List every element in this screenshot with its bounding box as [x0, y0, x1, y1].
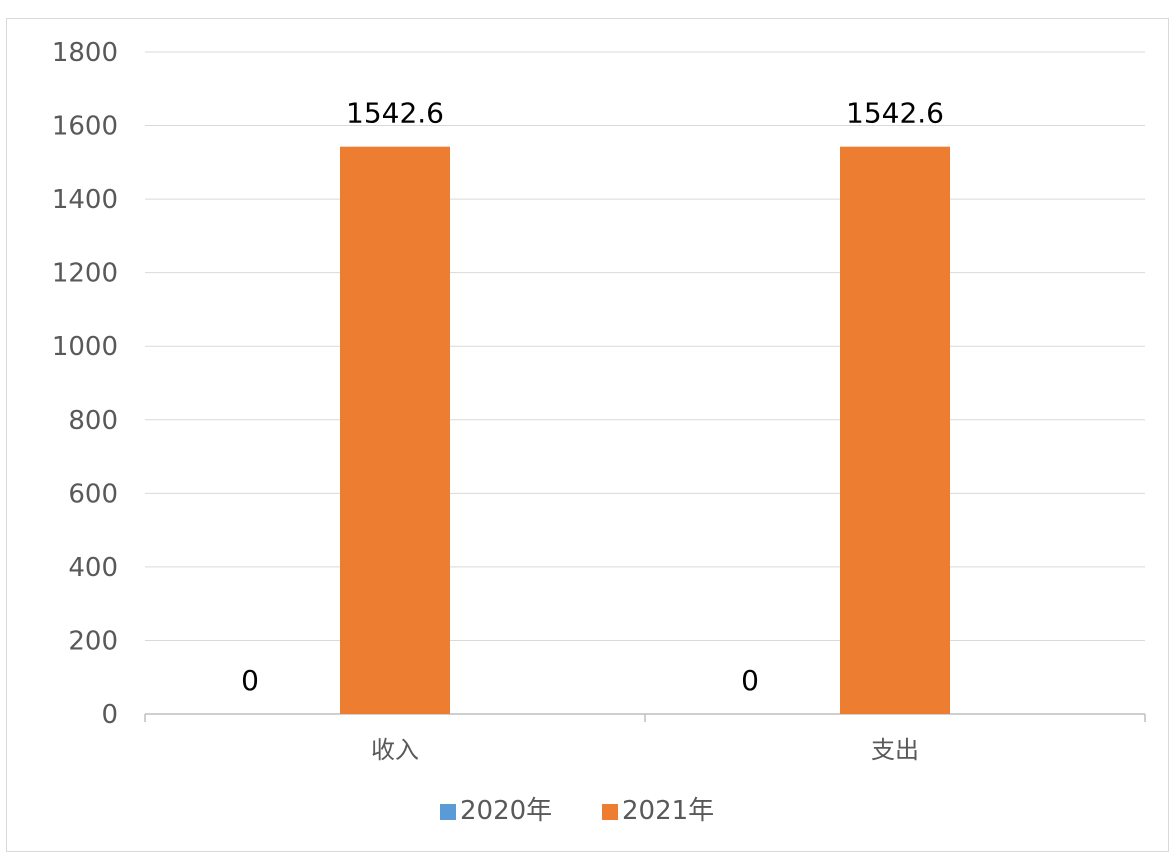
bar	[340, 146, 450, 714]
legend-swatch	[440, 804, 456, 820]
y-tick-label: 200	[68, 626, 118, 656]
y-tick-label: 1000	[52, 332, 118, 362]
y-tick-label: 0	[101, 700, 118, 730]
category-label: 支出	[871, 736, 919, 764]
data-label: 1542.6	[846, 97, 944, 130]
y-tick-label: 400	[68, 553, 118, 583]
chart-frame	[6, 18, 1169, 852]
y-tick-label: 1800	[52, 38, 118, 68]
data-label: 0	[241, 664, 259, 697]
category-label: 收入	[371, 736, 419, 764]
y-tick-label: 1600	[52, 112, 118, 142]
legend-swatch	[602, 804, 618, 820]
y-tick-label: 1400	[52, 185, 118, 215]
y-tick-label: 600	[68, 479, 118, 509]
y-tick-label: 800	[68, 406, 118, 436]
y-tick-label: 1200	[52, 259, 118, 289]
legend-label: 2021年	[622, 796, 714, 826]
data-label: 0	[741, 664, 759, 697]
data-label: 1542.6	[346, 97, 444, 130]
legend-label: 2020年	[460, 796, 552, 826]
bar	[840, 146, 950, 714]
